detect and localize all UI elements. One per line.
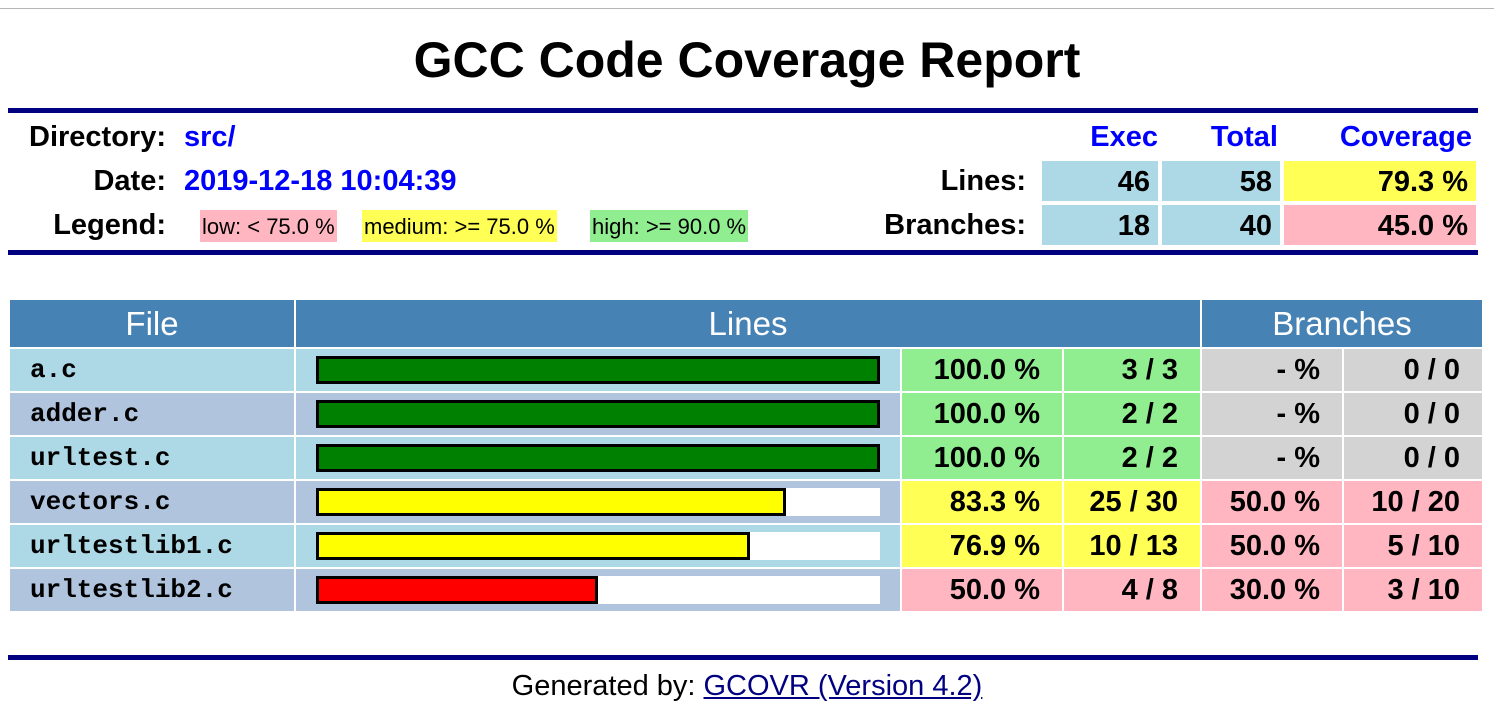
line-coverage-count: 3 / 3 [1064, 349, 1200, 391]
legend-high: high: >= 90.0 % [590, 210, 749, 242]
summary-branches-coverage: 45.0 % [1284, 205, 1476, 245]
file-link[interactable]: urltestlib2.c [30, 575, 233, 605]
coverage-bar-cell [296, 569, 900, 611]
date-label: Date: [93, 165, 166, 197]
coverage-bar [316, 576, 598, 604]
coverage-bar-cell [296, 525, 900, 567]
line-coverage-count: 25 / 30 [1064, 481, 1200, 523]
file-link[interactable]: a.c [30, 355, 77, 385]
page-title: GCC Code Coverage Report [413, 32, 1081, 88]
line-coverage-count: 4 / 8 [1064, 569, 1200, 611]
column-header-lines: Lines [296, 300, 1200, 347]
file-name[interactable]: adder.c [10, 393, 294, 435]
branch-coverage-percent: 30.0 % [1202, 569, 1342, 611]
coverage-bar-track [316, 400, 880, 428]
branch-coverage-percent: - % [1202, 393, 1342, 435]
coverage-bar-track [316, 576, 880, 604]
coverage-bar-cell [296, 349, 900, 391]
file-name[interactable]: urltestlib1.c [10, 525, 294, 567]
file-link[interactable]: vectors.c [30, 487, 171, 517]
top-divider [0, 8, 1494, 9]
footer: Generated by: GCOVR (Version 4.2) [0, 668, 1494, 704]
line-coverage-percent: 76.9 % [902, 525, 1062, 567]
line-coverage-percent: 100.0 % [902, 393, 1062, 435]
table-row: adder.c 100.0 % 2 / 2- % 0 / 0 [10, 393, 1482, 435]
file-link[interactable]: adder.c [30, 399, 140, 429]
line-coverage-count: 2 / 2 [1064, 437, 1200, 479]
branch-coverage-count: 0 / 0 [1344, 437, 1482, 479]
branch-coverage-count: 0 / 0 [1344, 349, 1482, 391]
coverage-bar-cell [296, 437, 900, 479]
directory-label: Directory: [29, 121, 166, 153]
line-coverage-percent: 100.0 % [902, 437, 1062, 479]
table-row: urltestlib2.c 50.0 % 4 / 8 30.0 % 3 / 10 [10, 569, 1482, 611]
summary-lines-total: 58 [1162, 161, 1280, 201]
coverage-bar [316, 400, 880, 428]
file-name[interactable]: urltest.c [10, 437, 294, 479]
table-header-row: File Lines Branches [10, 300, 1482, 347]
line-coverage-percent: 83.3 % [902, 481, 1062, 523]
branch-coverage-count: 3 / 10 [1344, 569, 1482, 611]
legend-low: low: < 75.0 % [200, 210, 337, 242]
column-header-file: File [10, 300, 294, 347]
table-row: urltest.c 100.0 % 2 / 2- % 0 / 0 [10, 437, 1482, 479]
gcovr-link[interactable]: GCOVR (Version 4.2) [703, 670, 983, 702]
summary-header-coverage: Coverage [1339, 121, 1472, 153]
date-value: 2019-12-18 10:04:39 [184, 165, 457, 197]
summary-lines-coverage: 79.3 % [1284, 161, 1476, 201]
summary-branches-total: 40 [1162, 205, 1280, 245]
coverage-bar-cell [296, 393, 900, 435]
directory-value: src/ [184, 121, 236, 153]
coverage-bar-track [316, 532, 880, 560]
file-name[interactable]: urltestlib2.c [10, 569, 294, 611]
branch-coverage-percent: 50.0 % [1202, 525, 1342, 567]
coverage-bar-track [316, 444, 880, 472]
coverage-bar [316, 356, 880, 384]
line-coverage-count: 2 / 2 [1064, 393, 1200, 435]
summary-lines-label: Lines: [940, 165, 1026, 197]
branch-coverage-count: 10 / 20 [1344, 481, 1482, 523]
table-row: a.c 100.0 % 3 / 3- % 0 / 0 [10, 349, 1482, 391]
summary-lines-exec: 46 [1042, 161, 1158, 201]
coverage-bar [316, 444, 880, 472]
branch-coverage-count: 0 / 0 [1344, 393, 1482, 435]
coverage-table: File Lines Branches a.c 100.0 % 3 / 3- % 0 … [8, 298, 1484, 613]
file-link[interactable]: urltest.c [30, 443, 171, 473]
coverage-bar-track [316, 356, 880, 384]
header-rule-top [8, 108, 1478, 113]
table-row: vectors.c 83.3 % 25 / 30 50.0 % 10 / 20 [10, 481, 1482, 523]
line-coverage-count: 10 / 13 [1064, 525, 1200, 567]
legend-label: Legend: [53, 209, 166, 241]
branch-coverage-count: 5 / 10 [1344, 525, 1482, 567]
summary-header-total: Total [1210, 121, 1278, 153]
column-header-branches: Branches [1202, 300, 1482, 347]
file-name[interactable]: a.c [10, 349, 294, 391]
file-name[interactable]: vectors.c [10, 481, 294, 523]
coverage-bar-track [316, 488, 880, 516]
branch-coverage-percent: 50.0 % [1202, 481, 1342, 523]
branch-coverage-percent: - % [1202, 437, 1342, 479]
coverage-bar-cell [296, 481, 900, 523]
summary-branches-exec: 18 [1042, 205, 1158, 245]
table-row: urltestlib1.c 76.9 % 10 / 13 50.0 % 5 / 10 [10, 525, 1482, 567]
header-rule-bottom [8, 250, 1478, 255]
legend-medium: medium: >= 75.0 % [362, 210, 557, 242]
branch-coverage-percent: - % [1202, 349, 1342, 391]
footer-prefix: Generated by: [511, 670, 704, 702]
coverage-bar [316, 532, 750, 560]
coverage-bar [316, 488, 786, 516]
summary-branches-label: Branches: [884, 209, 1026, 241]
summary-header-exec: Exec [1090, 121, 1158, 153]
file-link[interactable]: urltestlib1.c [30, 531, 233, 561]
line-coverage-percent: 100.0 % [902, 349, 1062, 391]
line-coverage-percent: 50.0 % [902, 569, 1062, 611]
footer-rule [8, 655, 1478, 660]
